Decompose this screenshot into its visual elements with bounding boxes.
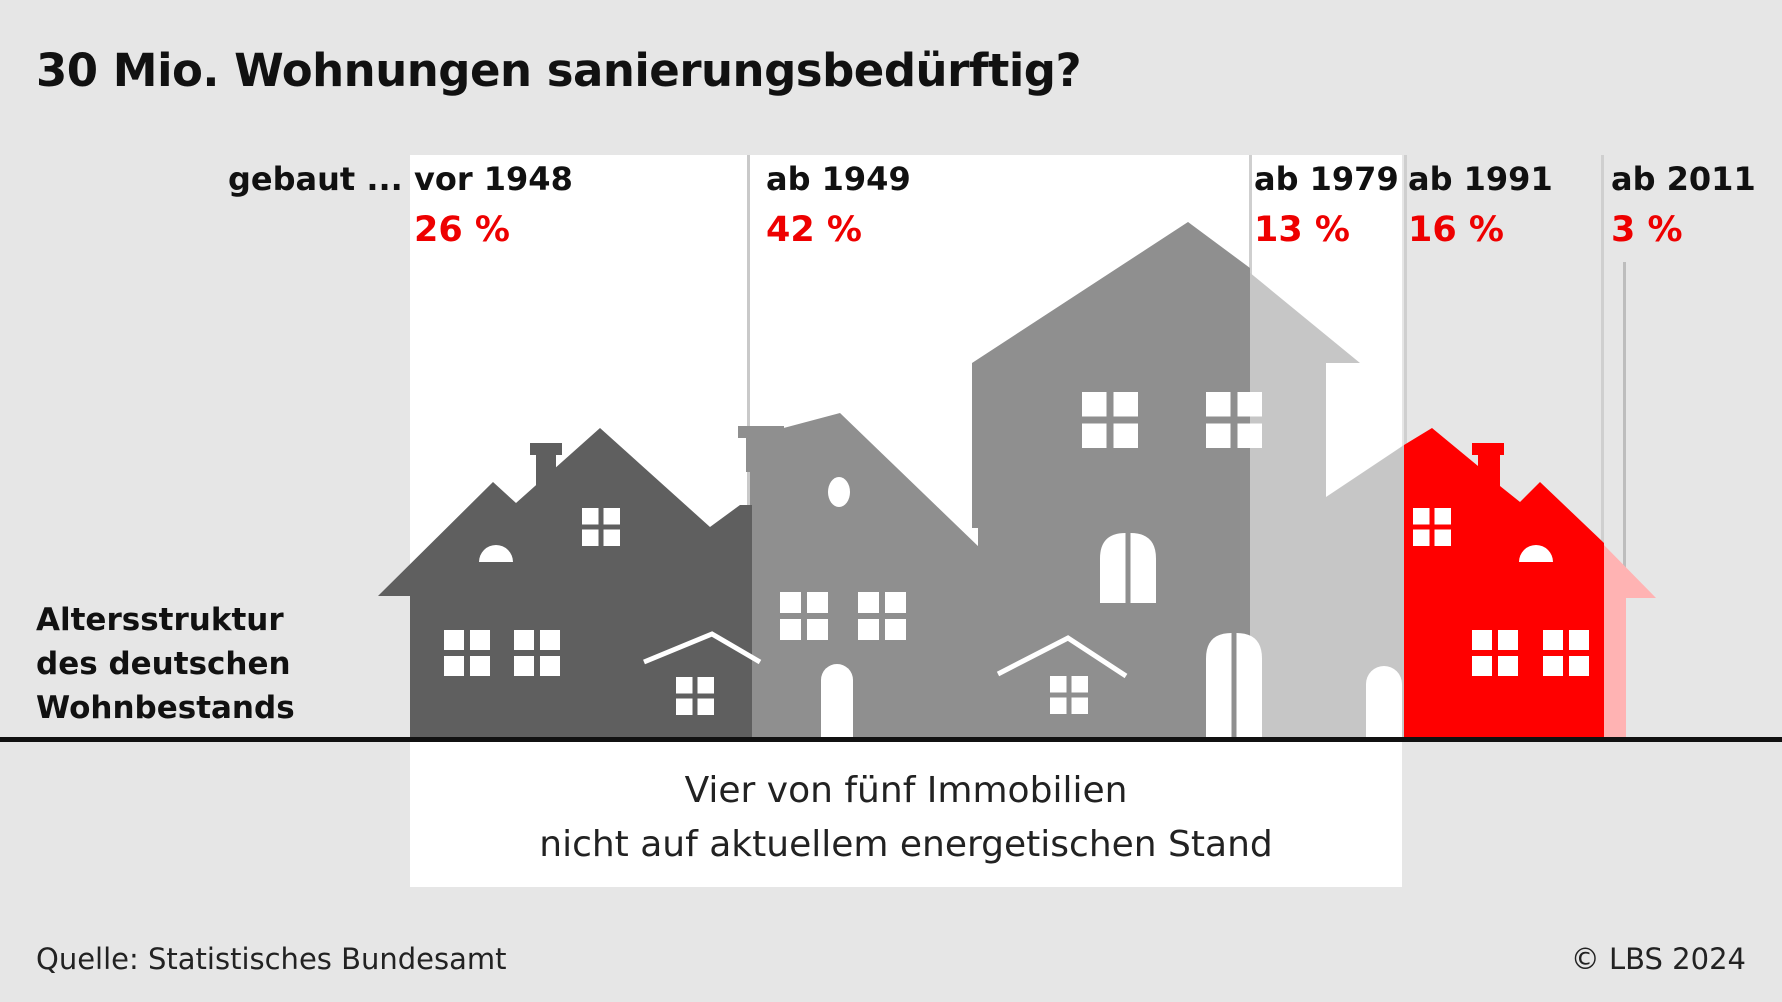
window-pane <box>697 677 714 694</box>
window-pane <box>1472 630 1492 650</box>
window-pane <box>885 592 906 613</box>
window-pane <box>1050 676 1067 693</box>
window-pane <box>1113 392 1138 417</box>
copyright-note: © LBS 2024 <box>1570 942 1746 976</box>
window-pane <box>1434 529 1451 546</box>
window-pane <box>1082 423 1107 448</box>
chimney <box>746 432 778 472</box>
value-label-ab-1979: 13 % <box>1254 210 1350 250</box>
window-pane <box>807 619 828 640</box>
source-note: Quelle: Statistisches Bundesamt <box>36 942 507 976</box>
window-pane <box>858 592 879 613</box>
window-pane <box>444 630 464 650</box>
window-pane <box>858 619 879 640</box>
window-pane <box>1569 630 1589 650</box>
window-pane <box>1543 656 1563 676</box>
window-pane <box>1206 633 1232 738</box>
window-pane <box>514 630 534 650</box>
window-pane <box>676 698 693 715</box>
value-label-ab-1949: 42 % <box>766 210 862 250</box>
dormer-roof <box>996 635 1128 679</box>
chimney <box>536 450 556 490</box>
category-label-ab-1949: ab 1949 <box>766 160 911 198</box>
window-pane <box>697 698 714 715</box>
house-ab-1991 <box>1404 428 1604 738</box>
category-label-ab-1991: ab 1991 <box>1408 160 1553 198</box>
summary-line: Vier von fünf Immobilien <box>684 770 1128 811</box>
chart-title: 30 Mio. Wohnungen sanierungsbedürftig? <box>36 44 1082 97</box>
window-pane <box>1569 656 1589 676</box>
window-pane <box>1237 423 1262 448</box>
summary-note: Vier von fünf Immobilien nicht auf aktue… <box>410 764 1402 872</box>
window-pane <box>470 630 490 650</box>
window-pane <box>540 630 560 650</box>
door <box>1366 666 1402 738</box>
window-pane <box>1206 423 1231 448</box>
window-pane <box>1236 633 1262 738</box>
window-pane <box>780 619 801 640</box>
half-moon-window <box>479 545 513 562</box>
window-pane <box>540 656 560 676</box>
house-ab-2011 <box>1602 543 1656 738</box>
window-pane <box>1206 392 1231 417</box>
window-pane <box>1498 656 1518 676</box>
window-pane <box>1472 656 1492 676</box>
house-ab-1949-small <box>750 413 980 738</box>
separator-line <box>1623 262 1626 738</box>
separator-line <box>1601 155 1604 738</box>
side-label-line: Altersstruktur <box>36 602 284 638</box>
window-divider <box>1100 572 1156 576</box>
window-pane <box>807 592 828 613</box>
window-pane <box>1050 697 1067 714</box>
window-pane <box>1113 423 1138 448</box>
dormer-roof <box>643 631 762 665</box>
house-ab-1949-connector <box>978 500 1022 738</box>
chimney <box>1478 450 1498 490</box>
side-label-line: des deutschen <box>36 646 291 682</box>
house-ab-1949-tall <box>972 222 1250 738</box>
window-pane <box>1071 697 1088 714</box>
window-pane <box>582 508 599 525</box>
built-prefix-label: gebaut ... <box>228 160 403 198</box>
value-label-ab-1991: 16 % <box>1408 210 1504 250</box>
category-label-ab-2011: ab 2011 <box>1611 160 1756 198</box>
window-pane <box>780 592 801 613</box>
window-pane <box>1413 529 1430 546</box>
door <box>821 664 853 738</box>
window-pane <box>514 656 534 676</box>
window-pane <box>1543 630 1563 650</box>
window-pane <box>1237 392 1262 417</box>
value-label-vor-1948: 26 % <box>414 210 510 250</box>
side-label: Altersstruktur des deutschen Wohnbestand… <box>36 598 295 730</box>
window-pane <box>1434 508 1451 525</box>
category-label-vor-1948: vor 1948 <box>414 160 573 198</box>
window-pane <box>1100 533 1126 603</box>
window-pane <box>885 619 906 640</box>
category-label-ab-1979: ab 1979 <box>1254 160 1399 198</box>
window-pane <box>603 508 620 525</box>
window-divider <box>1206 691 1262 695</box>
window-pane <box>582 529 599 546</box>
window-pane <box>1130 533 1156 603</box>
window-pane <box>1071 676 1088 693</box>
window-pane <box>1413 508 1430 525</box>
window-pane <box>470 656 490 676</box>
half-moon-window <box>1519 545 1553 562</box>
window-pane <box>676 677 693 694</box>
side-label-line: Wohnbestands <box>36 690 295 726</box>
window-pane <box>1498 630 1518 650</box>
summary-line: nicht auf aktuellem energetischen Stand <box>539 824 1273 865</box>
ground-line <box>0 737 1782 742</box>
oval-window <box>828 477 850 507</box>
window-pane <box>603 529 620 546</box>
window-pane <box>1082 392 1107 417</box>
window-pane <box>444 656 464 676</box>
value-label-ab-2011: 3 % <box>1611 210 1683 250</box>
